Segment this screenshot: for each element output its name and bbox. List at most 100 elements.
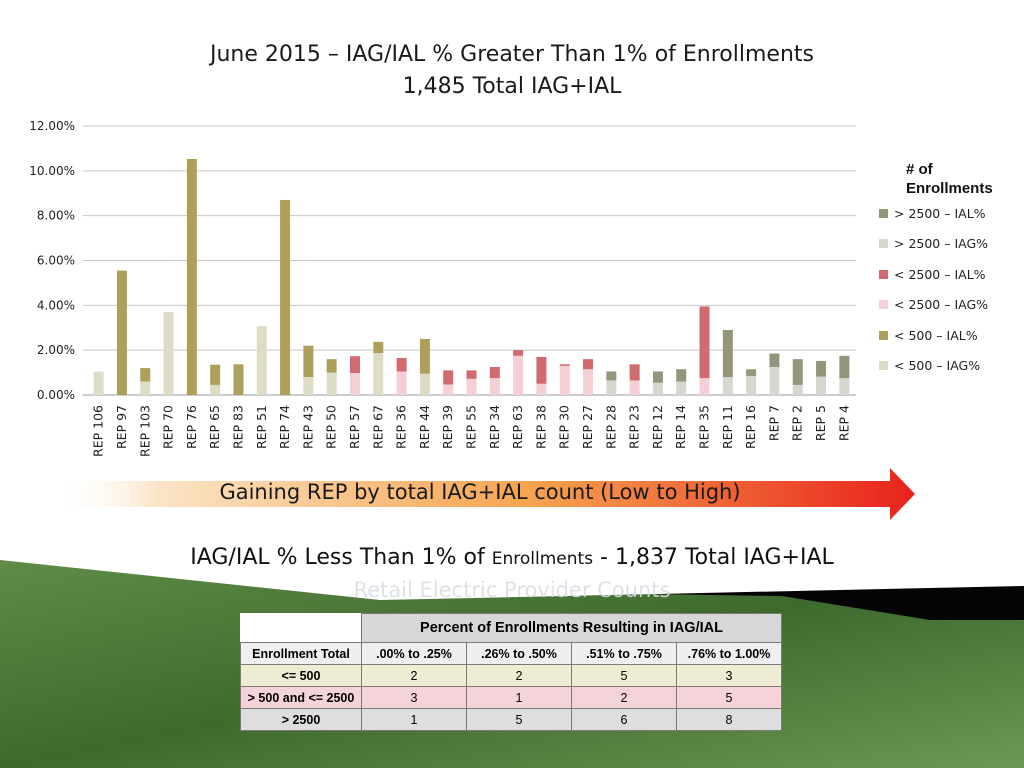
legend-item: > 2500 – IAG% bbox=[879, 236, 988, 252]
bar-segment bbox=[466, 378, 477, 395]
bar-segment bbox=[163, 312, 174, 395]
x-tick-label: REP 65 bbox=[207, 405, 222, 449]
x-tick-label: REP 63 bbox=[510, 405, 525, 449]
x-tick-label: REP 16 bbox=[743, 405, 758, 449]
lower-heading-part1: IAG/IAL % Less Than 1% of bbox=[190, 545, 492, 570]
legend-label: < 2500 – IAL% bbox=[894, 266, 986, 282]
table-cell: 2 bbox=[466, 664, 572, 687]
bar-segment bbox=[93, 371, 104, 395]
table-group-header: Percent of Enrollments Resulting in IAG/… bbox=[361, 613, 782, 643]
legend-label: > 2500 – IAL% bbox=[894, 205, 986, 221]
bar-segment bbox=[373, 353, 384, 395]
legend-item: < 2500 – IAL% bbox=[879, 266, 986, 282]
table-cell: 2 bbox=[361, 664, 467, 687]
legend-label: > 2500 – IAG% bbox=[894, 236, 989, 251]
x-tick-label: REP 5 bbox=[813, 405, 828, 441]
bar-segment bbox=[629, 364, 640, 381]
x-tick-label: REP 67 bbox=[370, 405, 385, 449]
x-tick-label: REP 44 bbox=[417, 405, 432, 449]
y-tick-label: 6.00% bbox=[37, 254, 75, 268]
legend-swatch bbox=[879, 330, 888, 340]
x-tick-label: REP 14 bbox=[673, 405, 688, 449]
chart-subtitle: 1,485 Total IAG+IAL bbox=[402, 74, 622, 99]
bar-segment bbox=[396, 371, 407, 395]
x-tick-label: REP 76 bbox=[184, 405, 199, 449]
x-tick-label: REP 43 bbox=[300, 405, 315, 449]
table-corner bbox=[240, 613, 362, 643]
retail-provider-heading: Retail Electric Provider Counts bbox=[353, 578, 671, 602]
bar-segment bbox=[280, 199, 291, 395]
bar-segment bbox=[443, 370, 454, 385]
lower-heading: IAG/IAL % Less Than 1% of Enrollments - … bbox=[0, 545, 1024, 570]
bar-segment bbox=[606, 380, 617, 395]
bar-segment bbox=[349, 356, 360, 374]
legend-title: # of Enrollments bbox=[906, 161, 993, 197]
bar-segment bbox=[676, 369, 687, 382]
bar-segment bbox=[699, 378, 710, 395]
bar-segment bbox=[326, 359, 337, 373]
bar-segment bbox=[419, 373, 430, 395]
bar-segment bbox=[559, 364, 570, 366]
x-tick-label: REP 106 bbox=[91, 405, 106, 457]
y-tick-label: 8.00% bbox=[37, 209, 75, 223]
bar-segment bbox=[536, 356, 547, 384]
bar-segment bbox=[676, 381, 687, 395]
x-tick-label: REP 35 bbox=[697, 405, 712, 449]
arrow-shape bbox=[55, 468, 915, 520]
table-column-header: .26% to .50% bbox=[466, 642, 572, 665]
table-column-header: .51% to .75% bbox=[571, 642, 677, 665]
x-tick-label: REP 70 bbox=[161, 405, 176, 449]
table-row: > 2500 1 5 6 8 bbox=[240, 708, 782, 731]
table-row-label: > 2500 bbox=[240, 708, 362, 731]
lower-heading-part3: - 1,837 Total IAG+IAL bbox=[593, 545, 834, 570]
bar-segment bbox=[140, 381, 151, 395]
table-column-header: .00% to .25% bbox=[361, 642, 467, 665]
table-cell: 3 bbox=[361, 686, 467, 709]
table-cell: 5 bbox=[676, 686, 782, 709]
bar-segment bbox=[792, 359, 803, 385]
bar-segment bbox=[652, 382, 663, 395]
table-cell: 2 bbox=[571, 686, 677, 709]
x-tick-label: REP 23 bbox=[627, 405, 642, 449]
bar-segment bbox=[722, 377, 733, 395]
x-tick-label: REP 34 bbox=[487, 405, 502, 449]
arrow-label: Gaining REP by total IAG+IAL count (Low … bbox=[219, 480, 741, 504]
chart-title: June 2015 – IAG/IAL % Greater Than 1% of… bbox=[210, 42, 814, 67]
x-tick-label: REP 74 bbox=[277, 405, 292, 449]
legend-swatch bbox=[879, 300, 888, 309]
bar-segment bbox=[326, 372, 337, 395]
legend-item: < 2500 – IAG% bbox=[879, 297, 988, 313]
bar-segment bbox=[116, 270, 127, 395]
bar-segment bbox=[513, 350, 524, 356]
black-stripe bbox=[720, 586, 1024, 620]
bar-segment bbox=[839, 355, 850, 379]
y-tick-label: 0.00% bbox=[37, 388, 75, 402]
bar-segment bbox=[722, 329, 733, 378]
x-tick-label: REP 38 bbox=[533, 405, 548, 449]
bar-segment bbox=[769, 353, 780, 367]
table-row-label: <= 500 bbox=[240, 664, 362, 687]
legend-swatch bbox=[879, 208, 888, 218]
x-tick-label: REP 83 bbox=[230, 405, 245, 449]
legend-swatch bbox=[879, 239, 888, 248]
bar-segment bbox=[489, 378, 500, 395]
bar-segment bbox=[792, 384, 803, 395]
bar-segment bbox=[140, 368, 151, 382]
bar-segment bbox=[559, 365, 570, 395]
legend-item: < 500 – IAG% bbox=[879, 358, 980, 374]
x-tick-label: REP 50 bbox=[324, 405, 339, 449]
legend-label: < 500 – IAG% bbox=[894, 358, 981, 373]
x-tick-label: REP 4 bbox=[836, 405, 851, 441]
x-tick-label: REP 55 bbox=[464, 405, 479, 449]
bar-segment bbox=[396, 358, 407, 372]
bar-segment bbox=[606, 371, 617, 381]
bar-segment bbox=[816, 376, 827, 395]
bar-segment bbox=[233, 364, 244, 395]
bar-segment bbox=[746, 369, 757, 376]
legend-item: < 500 – IAL% bbox=[879, 327, 978, 343]
bar-segment bbox=[629, 380, 640, 395]
bar-segment bbox=[699, 306, 710, 379]
x-tick-label: REP 2 bbox=[790, 405, 805, 441]
x-tick-label: REP 57 bbox=[347, 405, 362, 449]
